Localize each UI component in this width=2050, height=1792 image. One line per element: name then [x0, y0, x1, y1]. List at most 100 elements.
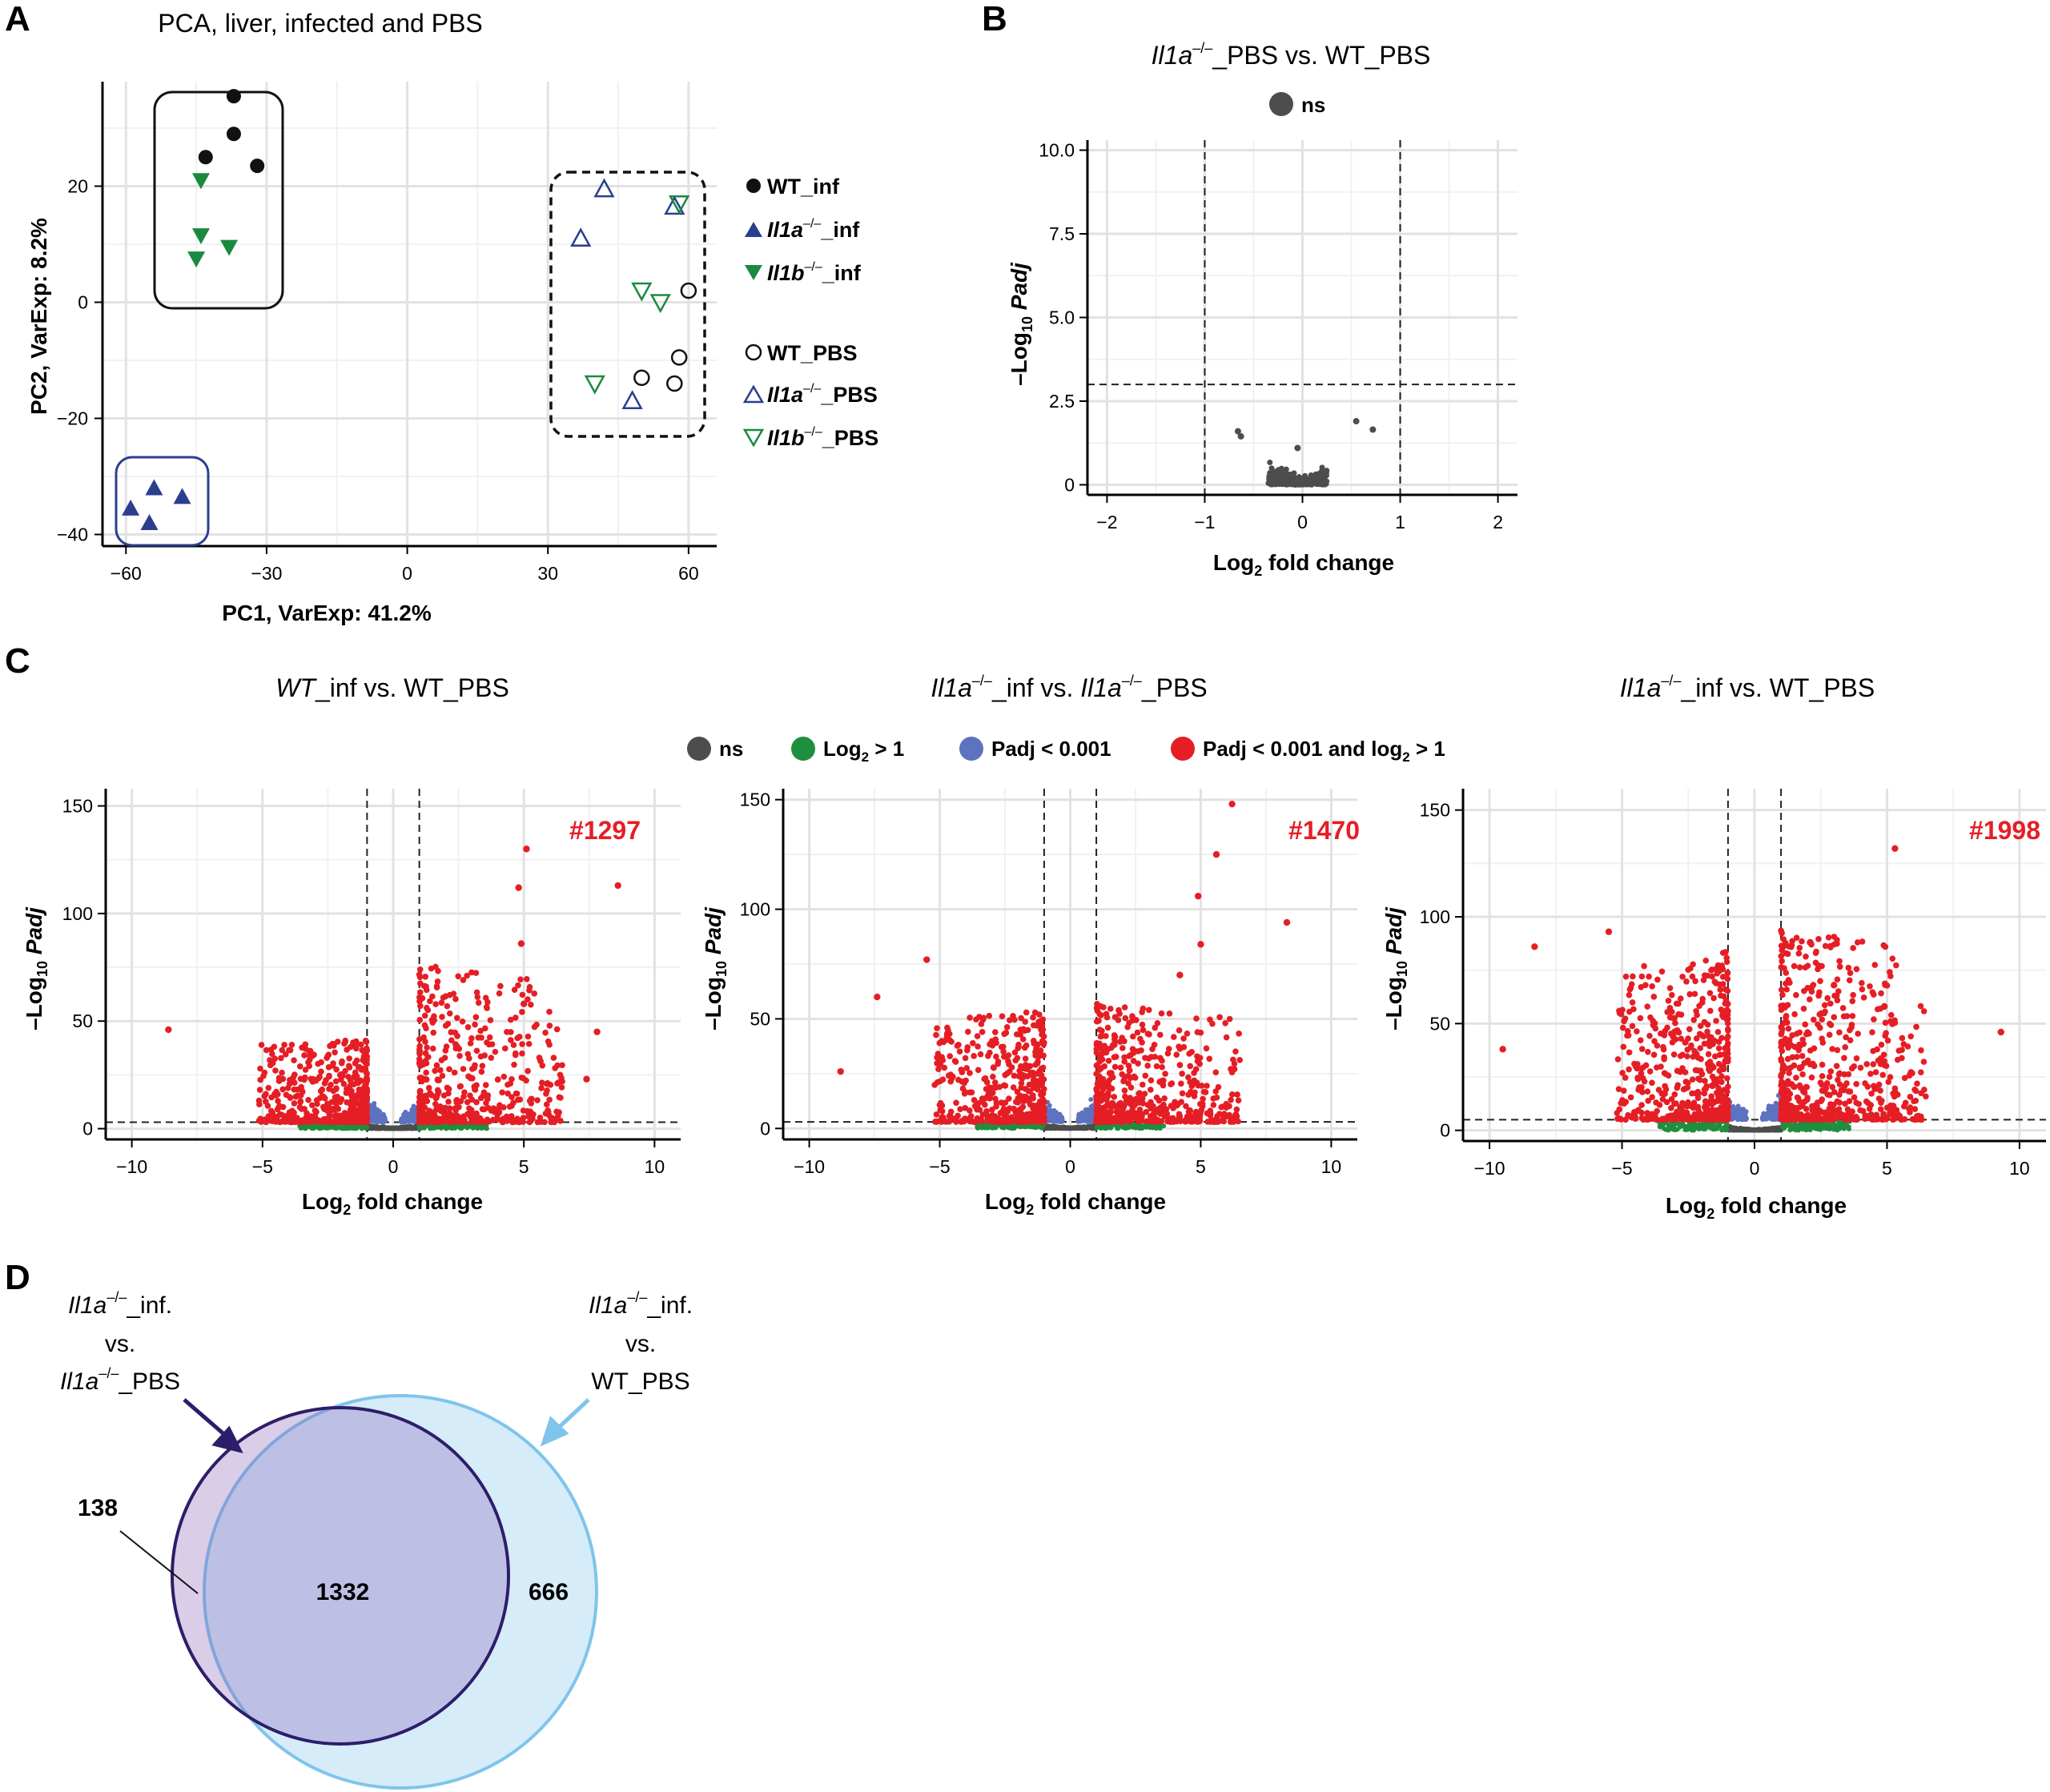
volcano-c2-point-significant [951, 1058, 959, 1064]
volcano-c1-point-significant [435, 967, 441, 974]
volcano-c2-point-significant [1097, 1033, 1104, 1040]
volcano-c1-point-significant [542, 1029, 549, 1036]
volcano-b-x-tick-label: −1 [1194, 512, 1215, 532]
volcano-c3-point-log2 [1678, 1121, 1684, 1127]
volcano-c3-point-log2 [1674, 1127, 1680, 1132]
volcano-c2-point-significant [1022, 1116, 1029, 1123]
volcano-c2-point-significant [1180, 1035, 1187, 1042]
volcano-c1-point-significant [537, 1057, 544, 1064]
volcano-c1-point-significant [363, 1098, 370, 1105]
legend-marker-wt-inf [746, 179, 761, 193]
volcano-c2-point-significant [1223, 1034, 1230, 1041]
volcano-c1-point-significant [500, 1073, 508, 1080]
volcano-c2-point-significant [1232, 1048, 1239, 1055]
volcano-c1-point-significant [452, 1041, 459, 1047]
legend-both: Padj < 0.001 and log2 > 1 [1203, 737, 1445, 765]
volcano-c1-point-significant [531, 990, 538, 997]
volcano-c2-point-significant [1117, 1039, 1123, 1045]
volcano-c2-point-significant [990, 1073, 996, 1080]
volcano-c3-x-tick-label: 5 [1882, 1158, 1892, 1179]
volcano-c1-point-significant [330, 1060, 336, 1067]
volcano-c2-point-significant [1002, 1099, 1009, 1106]
volcano-c2-point-significant [1026, 1081, 1033, 1088]
volcano-c1-point-significant [512, 1090, 520, 1097]
volcano-c1-point-log2 [350, 1125, 356, 1131]
volcano-c2-point-significant [938, 1117, 945, 1123]
volcano-c2-point-significant [1165, 1046, 1172, 1052]
volcano-c2-point-significant [975, 1067, 982, 1074]
pca-point-wt-inf [226, 89, 241, 104]
volcano-c2-point-significant [1023, 1042, 1030, 1049]
volcano-c2-point-significant [967, 1113, 975, 1119]
volcano-c2-point-significant [1095, 1067, 1103, 1073]
volcano-c3-point-significant [1795, 950, 1803, 957]
volcano-c2-point-significant [1011, 1049, 1019, 1056]
volcano-c2-point-significant [1019, 1036, 1027, 1043]
volcano-c2-point-significant [1031, 1078, 1038, 1084]
volcano-c3-point-padj [1761, 1112, 1767, 1118]
volcano-c1-point-significant [352, 1038, 360, 1045]
volcano-c2-y-axis-label: –Log10 Padj [701, 906, 730, 1031]
volcano-c2-point-significant [992, 1029, 999, 1035]
volcano-c1-point-significant [472, 970, 480, 976]
volcano-c1-point-padj [400, 1119, 405, 1124]
volcano-c2-grid [783, 789, 1357, 1139]
volcano-c2-point-significant [1027, 1088, 1033, 1095]
volcano-c2-point-significant [974, 1033, 981, 1039]
panel-letter-b: B [982, 0, 1007, 38]
volcano-c1-point-significant [422, 973, 428, 980]
volcano-c1-point-significant [511, 1061, 517, 1068]
volcano-c3-point-significant [1658, 968, 1666, 975]
volcano-c1-point-significant [444, 1084, 451, 1091]
volcano-c1-point-significant [291, 1057, 297, 1063]
volcano-c2-point-significant [1037, 1091, 1044, 1098]
volcano-c1-point-significant [275, 1098, 281, 1104]
volcano-c1-point-significant [554, 1116, 561, 1123]
volcano-c2-point-significant [1010, 1084, 1017, 1091]
volcano-c2-point-significant [978, 1115, 984, 1123]
volcano-c1-point-significant [332, 1086, 340, 1092]
volcano-c2-point-significant [962, 1055, 969, 1062]
pca-point-il1a-inf [140, 514, 159, 530]
volcano-c2-point-significant [1029, 1118, 1036, 1124]
volcano-c2-point-padj [1076, 1113, 1082, 1119]
volcano-c1-point-significant [440, 1092, 448, 1099]
volcano-c3-point-log2 [1702, 1126, 1708, 1131]
volcano-c1-point-significant [487, 1017, 494, 1023]
volcano-c2-point-padj [1059, 1115, 1064, 1120]
volcano-c2-point-significant [1218, 1103, 1224, 1111]
volcano-c2-point-significant [1017, 1031, 1024, 1038]
volcano-c1-point-log2 [320, 1123, 325, 1129]
volcano-c1-point-significant [473, 1099, 480, 1106]
volcano-c1-point-significant [356, 1086, 363, 1093]
volcano-c1-point-significant [418, 1075, 425, 1081]
volcano-c2-point-significant [1153, 1063, 1160, 1070]
volcano-c3-point-significant [1665, 997, 1672, 1004]
volcano-c2-point-significant [1194, 1115, 1200, 1121]
volcano-c2-point-log2 [983, 1125, 988, 1131]
volcano-c1-point-significant [279, 1118, 285, 1125]
volcano-c2-point-significant [1125, 1080, 1132, 1087]
volcano-c1-point-log2 [436, 1124, 442, 1130]
volcano-c2-point-significant [993, 1099, 1000, 1107]
volcano-c1-point-significant [338, 1059, 345, 1067]
volcano-c2-point-significant [1021, 1098, 1027, 1104]
volcano-c2-point-significant [1120, 1078, 1127, 1085]
volcano-c3-point-log2 [1696, 1127, 1702, 1132]
volcano-c1-point-significant [416, 1105, 423, 1112]
volcano-c1-point-significant [520, 1119, 527, 1125]
volcano-c1-point-significant [345, 1119, 352, 1125]
volcano-c2-point-significant [1148, 1117, 1155, 1123]
volcano-c2-point-log2 [975, 1125, 980, 1131]
volcano-c1-point-significant [165, 1026, 172, 1034]
volcano-c3-point-ns [1753, 1127, 1759, 1132]
volcano-c2-point-significant [1093, 1018, 1100, 1025]
volcano-c1-point-padj [404, 1113, 410, 1119]
volcano-c1-point-significant [525, 1067, 531, 1075]
volcano-c1-point-significant [322, 1115, 329, 1123]
volcano-c2-point-significant [1032, 1049, 1039, 1055]
volcano-c1-point-significant [305, 1059, 312, 1066]
volcano-b-point [1267, 460, 1273, 466]
volcano-c1-point-significant [520, 1075, 527, 1082]
